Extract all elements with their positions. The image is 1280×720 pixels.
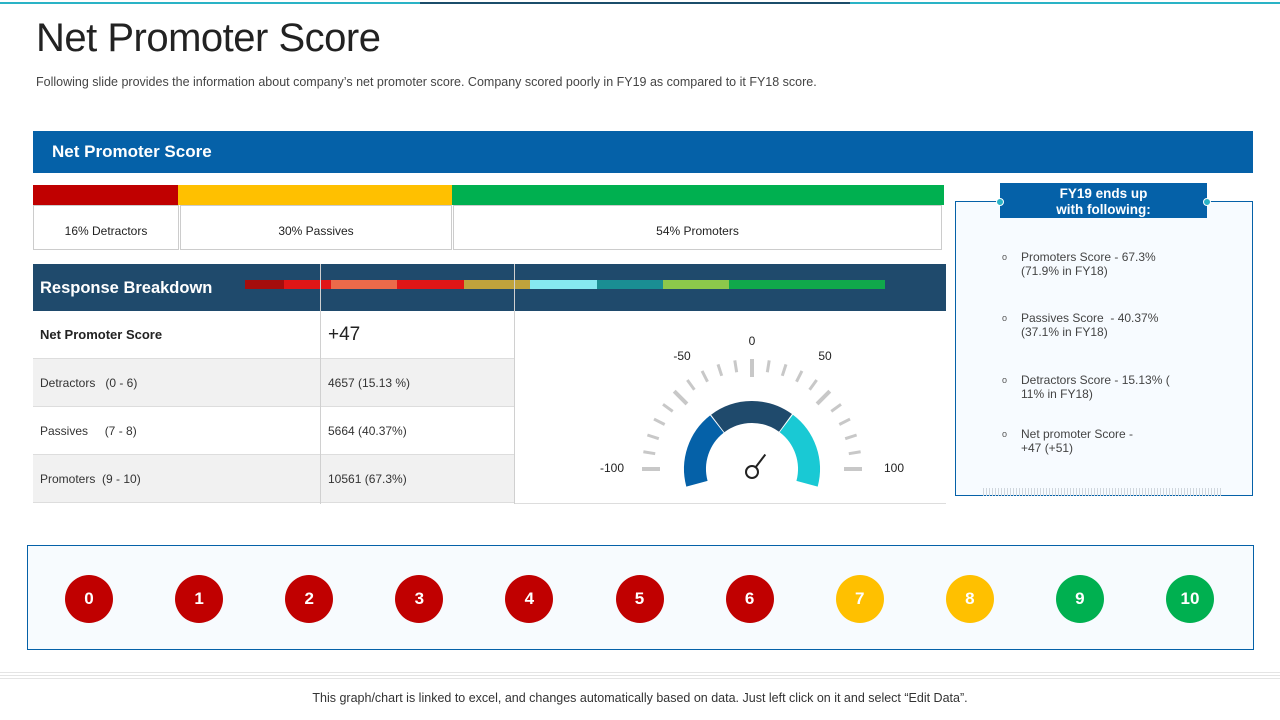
heading-line-1: FY19 ends up xyxy=(1059,186,1148,201)
gauge-tick xyxy=(653,417,666,426)
nps-gauge: -100 100 -50 0 50 xyxy=(600,334,904,487)
page-title: Net Promoter Score xyxy=(36,16,381,60)
row-value: 5664 (40.37%) xyxy=(328,424,407,438)
gauge-tick xyxy=(848,450,861,456)
color-strip-segment xyxy=(331,280,397,289)
color-strip-segment xyxy=(729,280,795,289)
fy19-summary-heading: FY19 ends up with following: xyxy=(1000,183,1207,218)
score-circle-1: 1 xyxy=(175,575,224,623)
gauge-label-minus50: -50 xyxy=(673,349,691,363)
gauge-arc-promoters xyxy=(779,414,820,487)
promoters-label: 54% Promoters xyxy=(453,205,942,250)
row-value: 10561 (67.3%) xyxy=(328,472,407,486)
table-row-detractors: Detractors (0 - 6) 4657 (15.13 %) xyxy=(33,359,515,407)
row-value: 4657 (15.13 %) xyxy=(328,376,411,390)
footer-rule xyxy=(0,672,1280,680)
summary-text: Detractors Score - 15.13% ( 11% in FY18) xyxy=(1021,373,1170,401)
color-strip-segment xyxy=(464,280,530,289)
passives-color-bar xyxy=(178,185,452,205)
gauge-tick xyxy=(686,379,696,391)
gauge-tick xyxy=(815,389,832,406)
gauge-tick xyxy=(672,389,689,406)
score-circle-5: 5 xyxy=(615,575,664,623)
promoters-color-bar xyxy=(452,185,944,205)
page-subtitle: Following slide provides the information… xyxy=(36,75,817,89)
color-strip-segment xyxy=(795,280,885,289)
gauge-tick xyxy=(765,360,771,373)
score-scale-panel xyxy=(27,545,1254,650)
response-breakdown-title: Response Breakdown xyxy=(40,279,213,297)
gauge-label-zero: 0 xyxy=(749,334,756,348)
row-label: Detractors (0 - 6) xyxy=(40,376,138,390)
bullet-icon: o xyxy=(1002,375,1008,385)
gauge-arc-detractors xyxy=(684,415,725,487)
bullet-icon: o xyxy=(1002,313,1008,323)
gauge-tick xyxy=(795,370,804,383)
passives-label: 30% Passives xyxy=(180,205,452,250)
summary-text: Passives Score - 40.37% (37.1% in FY18) xyxy=(1021,311,1162,339)
gauge-tick xyxy=(733,360,739,373)
table-row-passives: Passives (7 - 8) 5664 (40.37%) xyxy=(33,407,515,455)
gauge-needle-hub xyxy=(745,465,759,479)
gauge-tick xyxy=(646,433,660,441)
heading-line-2: with following: xyxy=(1056,202,1151,217)
score-circle-0: 0 xyxy=(65,575,113,623)
gauge-tick xyxy=(844,433,858,441)
score-circle-6: 6 xyxy=(725,575,774,623)
footer-note: This graph/chart is linked to excel, and… xyxy=(312,691,968,705)
gauge-tick xyxy=(716,363,724,377)
heading-anchor-dot xyxy=(996,198,1004,206)
gauge-arc-passives xyxy=(711,401,792,433)
gauge-ticks xyxy=(642,359,862,471)
gauge-tick xyxy=(838,417,851,426)
detractors-label: 16% Detractors xyxy=(33,205,179,250)
gauge-tick xyxy=(780,363,788,377)
gauge-tick xyxy=(643,450,656,456)
summary-text: Net promoter Score - +47 (+51) xyxy=(1021,427,1134,455)
gauge-tick xyxy=(830,403,842,413)
color-strip-segment xyxy=(284,280,331,289)
bullet-icon: o xyxy=(1002,252,1008,262)
table-row-promoters: Promoters (9 - 10) 10561 (67.3%) xyxy=(33,455,515,503)
gauge-panel: -100 100 -50 0 50 xyxy=(515,311,946,504)
column-divider xyxy=(320,264,321,504)
score-circle-4: 4 xyxy=(505,575,554,623)
score-circle-2: 2 xyxy=(285,575,334,623)
fy19-summary-box xyxy=(955,201,1253,496)
summary-text: Promoters Score - 67.3% (71.9% in FY18) xyxy=(1021,250,1156,278)
color-strip-segment xyxy=(530,280,597,289)
gauge-label-max: 100 xyxy=(884,461,904,475)
row-label: Promoters (9 - 10) xyxy=(40,472,141,486)
gauge-tick xyxy=(808,379,818,391)
bullet-icon: o xyxy=(1002,429,1008,439)
score-circle-9: 9 xyxy=(1055,575,1104,623)
row-label: Passives (7 - 8) xyxy=(40,424,137,438)
color-strip-segment xyxy=(663,280,729,289)
gauge-tick xyxy=(662,403,674,413)
color-strip-segment xyxy=(397,280,464,289)
color-strip-segment xyxy=(597,280,663,289)
nps-banner: Net Promoter Score xyxy=(33,131,1253,173)
score-circle-10: 10 xyxy=(1166,575,1214,623)
row-label: Net Promoter Score xyxy=(40,327,163,342)
gauge-label-plus50: 50 xyxy=(818,349,832,363)
top-accent-line-dark xyxy=(420,2,850,4)
gauge-label-min: -100 xyxy=(600,461,624,475)
table-row-nps: Net Promoter Score +47 xyxy=(33,311,515,359)
column-divider xyxy=(514,264,515,504)
score-circle-3: 3 xyxy=(395,575,444,623)
nps-value: +47 xyxy=(328,324,361,345)
color-strip-segment xyxy=(245,280,284,289)
heading-anchor-dot xyxy=(1203,198,1211,206)
gauge-tick xyxy=(700,370,709,383)
score-circle-8: 8 xyxy=(945,575,994,623)
decorative-ticks xyxy=(983,488,1223,496)
score-circle-7: 7 xyxy=(835,575,884,623)
detractors-color-bar xyxy=(33,185,178,205)
